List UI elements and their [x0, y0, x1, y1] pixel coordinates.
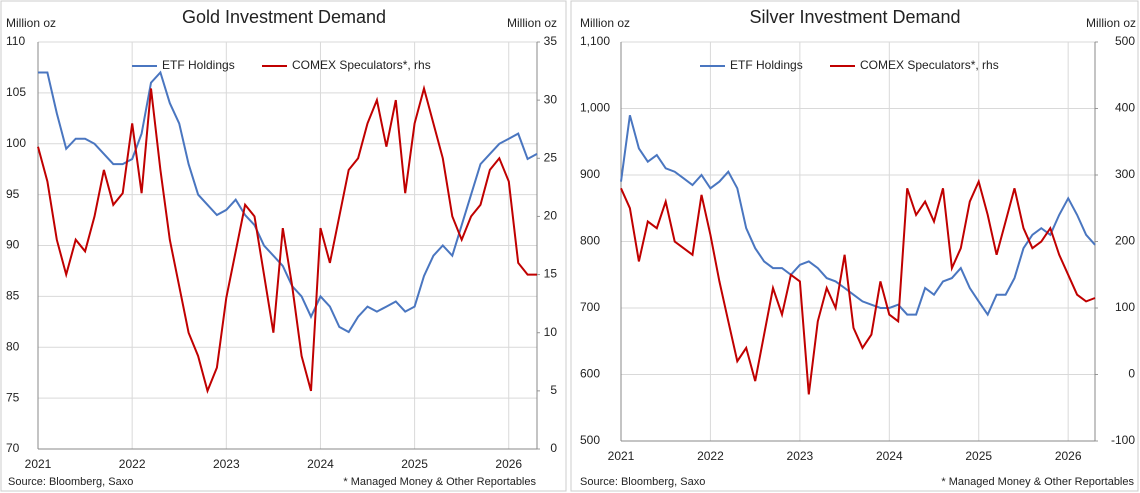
- y-tick-label: 500: [580, 433, 600, 447]
- y2-tick-label: 35: [544, 34, 558, 48]
- footnote: * Managed Money & Other Reportables: [343, 476, 536, 488]
- y2-tick-label: 10: [544, 325, 558, 339]
- y-axis-label: Million oz: [6, 16, 56, 30]
- series-line: [620, 178, 1096, 395]
- y-tick-label: 600: [580, 367, 600, 381]
- x-tick-label: 2026: [1055, 449, 1082, 463]
- y2-tick-label: 0: [1128, 367, 1135, 381]
- x-tick-label: 2025: [401, 457, 428, 471]
- x-tick-label: 2023: [213, 457, 240, 471]
- chart-title: Silver Investment Demand: [749, 7, 960, 27]
- y2-tick-label: 100: [1115, 300, 1135, 314]
- y-tick-label: 900: [580, 167, 600, 181]
- y-axis-label: Million oz: [580, 16, 630, 30]
- x-tick-label: 2024: [876, 449, 903, 463]
- x-tick-label: 2021: [608, 449, 635, 463]
- footnote: * Managed Money & Other Reportables: [941, 476, 1134, 488]
- x-tick-label: 2026: [495, 457, 522, 471]
- y2-tick-label: 500: [1115, 34, 1135, 48]
- y2-tick-label: -100: [1111, 433, 1135, 447]
- y2-tick-label: 300: [1115, 167, 1135, 181]
- legend-label: COMEX Speculators*, rhs: [860, 58, 999, 72]
- chart-title: Gold Investment Demand: [182, 7, 386, 27]
- source-note: Source: Bloomberg, Saxo: [580, 476, 705, 488]
- y2-tick-label: 5: [550, 383, 557, 397]
- x-tick-label: 2024: [307, 457, 334, 471]
- series-line: [38, 70, 538, 334]
- y-tick-label: 85: [6, 289, 20, 303]
- panel-border: [570, 0, 1139, 492]
- series-line: [620, 114, 1096, 317]
- y-tick-label: 110: [6, 34, 25, 48]
- x-tick-label: 2023: [787, 449, 814, 463]
- y2-axis-label: Million oz: [507, 16, 557, 30]
- y-tick-label: 105: [6, 85, 26, 99]
- x-tick-label: 2022: [119, 457, 146, 471]
- x-tick-label: 2022: [697, 449, 724, 463]
- y-tick-label: 80: [6, 339, 20, 353]
- y2-tick-label: 15: [544, 267, 558, 281]
- legend-label: ETF Holdings: [730, 58, 803, 72]
- panel-border: [0, 0, 567, 492]
- y-tick-label: 700: [580, 300, 600, 314]
- y2-tick-label: 200: [1115, 234, 1135, 248]
- y-tick-label: 95: [6, 187, 20, 201]
- y-tick-label: 75: [6, 390, 20, 404]
- y-tick-label: 100: [6, 136, 26, 150]
- y-tick-label: 70: [6, 441, 20, 455]
- y2-tick-label: 400: [1115, 101, 1135, 115]
- source-note: Source: Bloomberg, Saxo: [8, 476, 133, 488]
- y2-tick-label: 30: [544, 92, 558, 106]
- y2-tick-label: 0: [550, 441, 557, 455]
- x-tick-label: 2021: [25, 457, 52, 471]
- y2-tick-label: 20: [544, 209, 558, 223]
- y-tick-label: 90: [6, 238, 20, 252]
- y2-tick-label: 25: [544, 150, 558, 164]
- y-tick-label: 800: [580, 234, 600, 248]
- x-tick-label: 2025: [965, 449, 992, 463]
- y2-axis-label: Million oz: [1086, 16, 1136, 30]
- legend-label: ETF Holdings: [162, 58, 235, 72]
- y-tick-label: 1,100: [580, 34, 610, 48]
- series-line: [37, 84, 537, 395]
- y-tick-label: 1,000: [580, 101, 610, 115]
- legend-label: COMEX Speculators*, rhs: [292, 58, 431, 72]
